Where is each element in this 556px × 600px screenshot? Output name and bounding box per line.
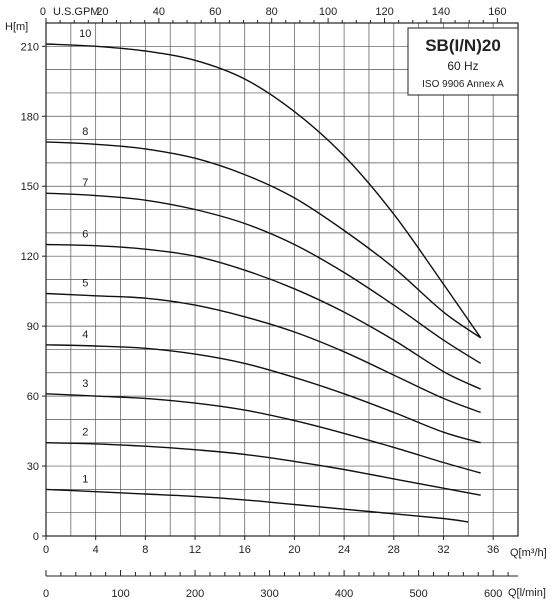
y-tick-label: 30 [27,461,39,473]
gpm-tick-label: 160 [488,6,506,18]
y-tick-label: 210 [21,41,39,53]
gpm-tick-label: 60 [209,6,221,18]
y-tick-label: 150 [21,181,39,193]
top-axis-label: U.S.GPM [53,6,99,18]
x-tick-label: 12 [189,544,201,556]
curve-label-4: 4 [82,329,88,341]
legend-title: SB(I/N)20 [425,36,501,55]
x-tick-label: 0 [43,544,49,556]
gpm-tick-label: 0 [40,6,46,18]
gpm-tick-label: 40 [153,6,165,18]
curve-label-6: 6 [82,229,88,241]
curve-7 [45,192,482,364]
curves: 1 2 3 4 5 6 7 8 10 [45,28,482,523]
gpm-tick-label: 140 [432,6,450,18]
x-tick-label: 8 [142,544,148,556]
curve-3 [45,393,481,474]
gpm-tick-label: 20 [96,6,108,18]
curve-6 [45,243,481,390]
bottom2-axis-label: Q[l/min] [508,587,546,599]
gpm-tick-label: 100 [319,6,337,18]
x-tick-label: 36 [487,544,499,556]
legend-box: SB(I/N)20 60 Hz ISO 9906 Annex A [407,27,519,96]
x-axis-label: Q[m³/h] [510,547,547,559]
x-tick-label: 32 [437,544,449,556]
curve-10 [45,43,482,339]
y-tick-label: 60 [27,391,39,403]
curve-5 [45,292,481,414]
gpm-tick-label: 120 [375,6,393,18]
lpm-tick-label: 0 [43,588,49,600]
lpm-tick-label: 500 [409,588,427,600]
curve-label-1: 1 [82,473,88,485]
curve-2 [45,442,481,496]
legend-standard: ISO 9906 Annex A [422,79,504,90]
curve-label-10: 10 [79,28,91,40]
curve-1 [45,488,469,523]
y-axis-label: H[m] [5,21,28,33]
legend-frequency: 60 Hz [447,59,478,73]
x-tick-label: 20 [288,544,300,556]
x-tick-label: 28 [388,544,400,556]
y-tick-label: 0 [33,531,39,543]
lpm-tick-label: 600 [484,588,502,600]
y-tick-label: 180 [21,111,39,123]
x-tick-label: 24 [338,544,350,556]
curve-4 [45,344,481,444]
y-tick-label: 120 [21,251,39,263]
lpm-tick-label: 200 [186,588,204,600]
curve-label-8: 8 [82,126,88,138]
curve-label-5: 5 [82,277,88,289]
curve-label-2: 2 [82,427,88,439]
x-tick-label: 4 [93,544,99,556]
grid [45,22,519,537]
curve-label-3: 3 [82,378,88,390]
x-tick-label: 16 [239,544,251,556]
lpm-tick-label: 400 [335,588,353,600]
lpm-tick-label: 100 [111,588,129,600]
lpm-tick-label: 300 [260,588,278,600]
curve-label-7: 7 [82,177,88,189]
y-tick-label: 90 [27,321,39,333]
curve-8 [45,141,482,339]
plot-frame [45,22,519,537]
gpm-tick-label: 80 [266,6,278,18]
